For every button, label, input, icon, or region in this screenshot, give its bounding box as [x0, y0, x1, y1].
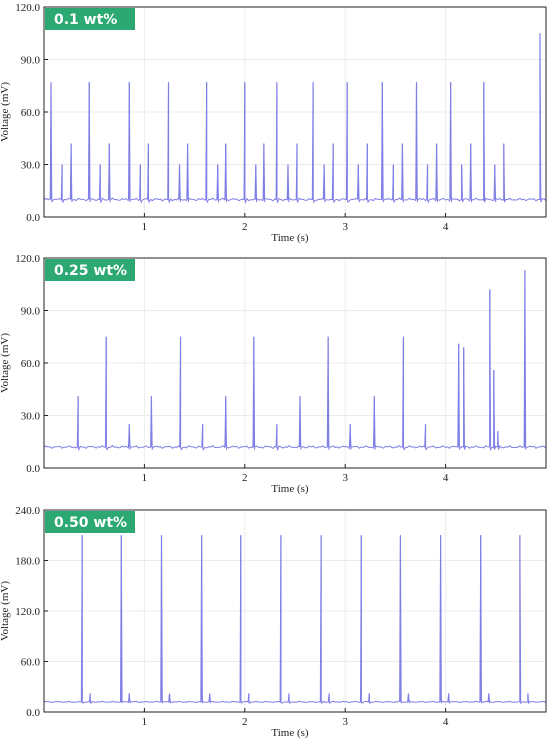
- y-tick-label: 0.0: [26, 707, 40, 719]
- y-tick-label: 0.0: [26, 212, 40, 224]
- y-tick-label: 30.0: [21, 411, 41, 423]
- voltage-trace: [43, 270, 547, 452]
- x-axis-title: Time (s): [271, 232, 309, 244]
- x-tick-label: 3: [342, 221, 348, 233]
- x-tick-label: 3: [342, 716, 348, 728]
- y-tick-label: 60.0: [21, 657, 41, 669]
- y-axis-title: Voltage (mV): [0, 82, 11, 142]
- y-tick-label: 30.0: [21, 160, 41, 172]
- x-tick-label: 1: [142, 221, 148, 233]
- x-tick-label: 3: [342, 472, 348, 484]
- x-tick-label: 4: [443, 716, 449, 728]
- concentration-badge-label: 0.1 wt%: [54, 12, 117, 28]
- x-tick-label: 2: [242, 716, 248, 728]
- y-tick-label: 90.0: [21, 306, 41, 318]
- y-tick-label: 90.0: [21, 55, 41, 67]
- concentration-badge: [45, 259, 135, 281]
- chart-panel-0.25wt: 1 2 3 4 0.0 30.0 60.0 90.0 120.0 Time (s) Voltage …: [0, 253, 547, 495]
- y-tick-label: 180.0: [15, 556, 40, 568]
- chart-panel-0.1wt: 1 2 3 4 0.0 30.0 60.0 90.0 120.0 Time (s) Voltage …: [0, 2, 547, 244]
- y-tick-label: 120.0: [15, 2, 40, 14]
- x-axis-title: Time (s): [271, 727, 309, 739]
- x-tick-label: 1: [142, 716, 148, 728]
- y-tick-label: 0.0: [26, 463, 40, 475]
- concentration-badge-label: 0.25 wt%: [54, 263, 127, 279]
- y-axis-title: Voltage (mV): [0, 333, 11, 393]
- x-tick-label: 4: [443, 221, 449, 233]
- concentration-badge-label: 0.50 wt%: [54, 515, 127, 531]
- y-tick-label: 60.0: [21, 358, 41, 370]
- y-axis-title: Voltage (mV): [0, 581, 11, 641]
- y-tick-label: 240.0: [15, 505, 40, 517]
- x-tick-label: 1: [142, 472, 148, 484]
- concentration-badge: [45, 8, 135, 30]
- x-tick-label: 2: [242, 221, 248, 233]
- y-tick-label: 60.0: [21, 107, 41, 119]
- x-tick-label: 4: [443, 472, 449, 484]
- chart-panel-0.50wt: 1 2 3 4 0.0 60.0 120.0 180.0 240.0 Time (s) Voltag…: [0, 505, 547, 739]
- x-axis-title: Time (s): [271, 483, 309, 495]
- x-tick-label: 2: [242, 472, 248, 484]
- concentration-badge: [45, 511, 135, 533]
- y-tick-label: 120.0: [15, 253, 40, 265]
- y-tick-label: 120.0: [15, 606, 40, 618]
